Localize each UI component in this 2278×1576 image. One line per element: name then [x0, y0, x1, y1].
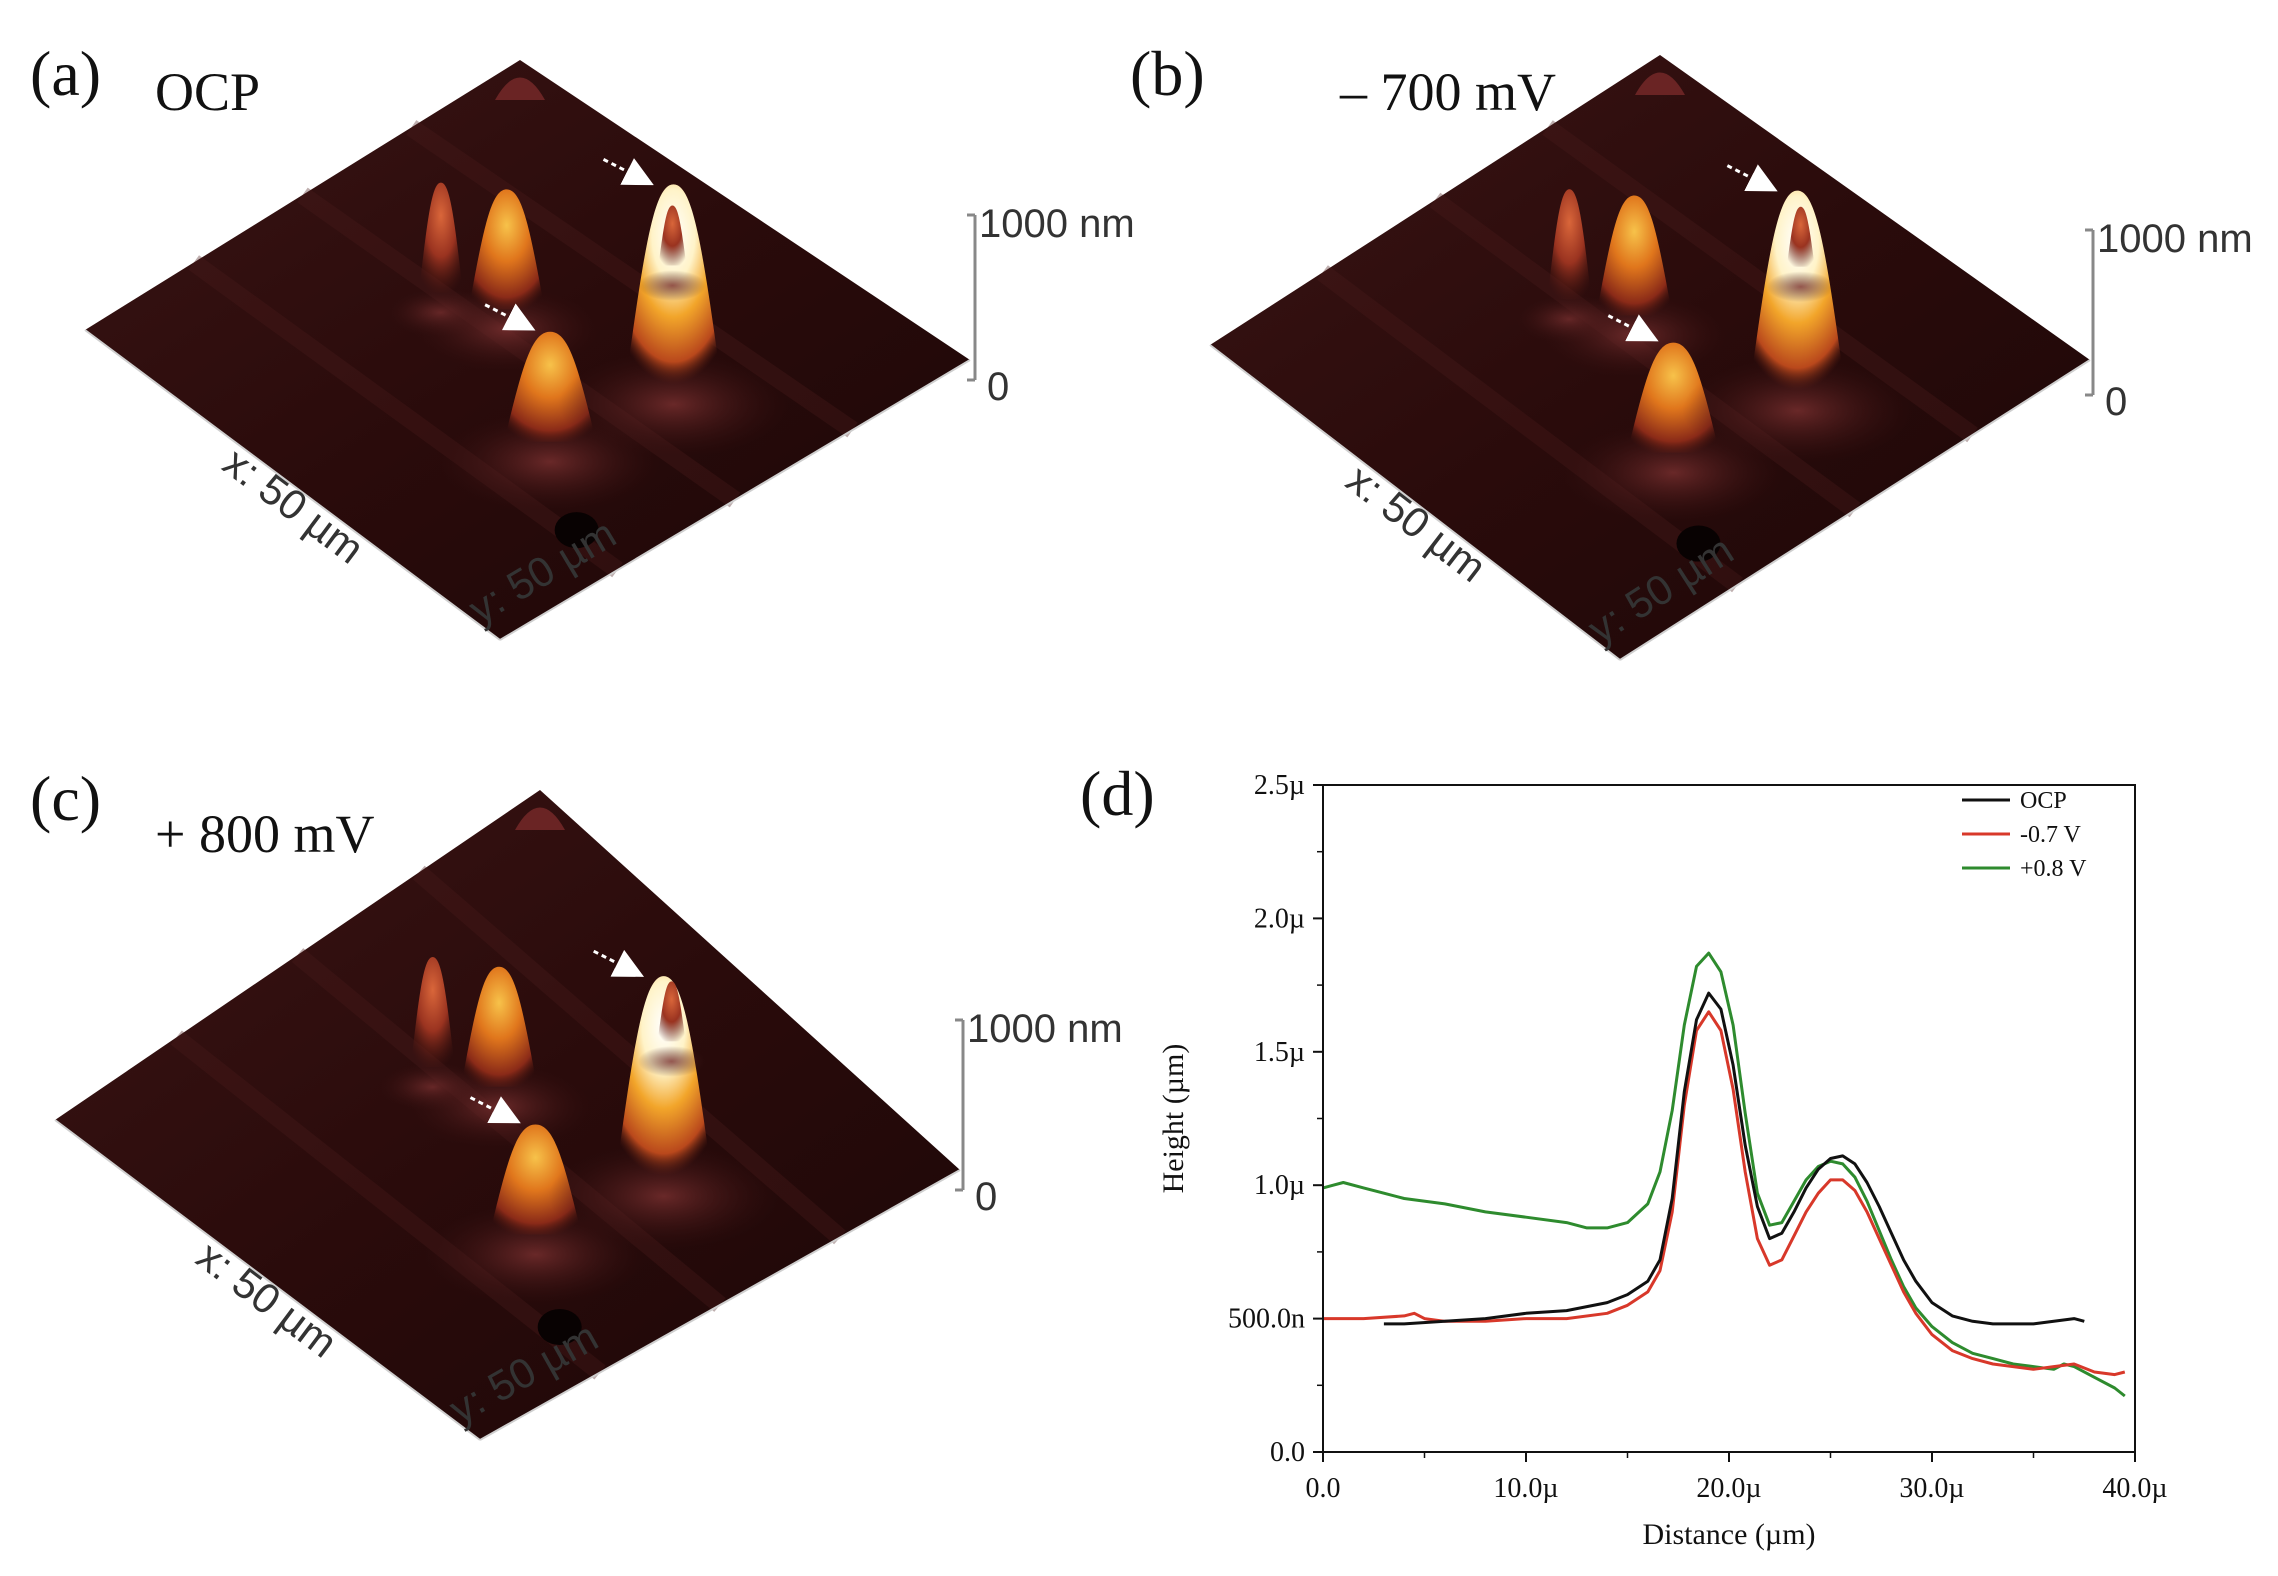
- y-tick-label: 2.5µ: [1254, 770, 1305, 801]
- y-tick-label: 500.0n: [1228, 1304, 1305, 1335]
- surface-peak: [658, 205, 687, 266]
- peak-glow: [1767, 271, 1835, 303]
- x-tick-label: 40.0µ: [2102, 1473, 2167, 1504]
- surface-ridge: [1542, 120, 1978, 443]
- peak-glow: [558, 351, 789, 458]
- panel-letter-d: (d): [1080, 758, 1155, 829]
- corner-spike: [495, 77, 545, 100]
- surface-peak: [1547, 189, 1592, 300]
- legend: OCP -0.7 V +0.8 V: [1962, 788, 2087, 882]
- y-tick-label: 2.0µ: [1254, 903, 1305, 934]
- surface-ridge: [406, 120, 858, 438]
- corner-spike: [1635, 72, 1685, 95]
- surface-peak: [461, 966, 538, 1087]
- y-tick-label: 1.5µ: [1254, 1037, 1305, 1068]
- plot-frame: [1322, 784, 2136, 1453]
- z-min-label: 0: [987, 365, 1009, 409]
- surface-pit: [554, 512, 599, 549]
- z-min-label: 0: [2105, 380, 2127, 424]
- z-max-label: 1000 nm: [967, 1007, 1123, 1051]
- series-line-1: [1323, 1010, 2126, 1377]
- z-max-label: 1000 nm: [2097, 217, 2253, 261]
- legend-label: OCP: [2020, 788, 2067, 814]
- x-axis-edge: [1209, 344, 1621, 661]
- legend-label: +0.8 V: [2020, 856, 2087, 882]
- y-tick-label: 1.0µ: [1254, 1170, 1305, 1201]
- x-tick-label: 10.0µ: [1493, 1473, 1558, 1504]
- panel-condition: OCP: [155, 62, 260, 122]
- y-axis-edge: [1619, 359, 2091, 661]
- z-min-label: 0: [975, 1175, 997, 1219]
- series-line-0: [1383, 991, 2085, 1326]
- surface-peak: [1596, 195, 1673, 316]
- y-axis-edge: [479, 1169, 961, 1441]
- x-axis-label: Distance (µm): [1642, 1518, 1815, 1551]
- surface-pit: [1676, 525, 1721, 562]
- surface-pit: [537, 1309, 582, 1346]
- x-axis-edge: [54, 1119, 481, 1441]
- line-chart: (d) 0.0 10.0µ 20.0µ 30.0µ 40.0µ 0.0 500.0n 1.0µ…: [1080, 758, 2168, 1551]
- surface-peak: [1786, 206, 1815, 267]
- peak-glow: [548, 1143, 779, 1249]
- surface-peak: [410, 957, 455, 1067]
- peak-glow: [638, 270, 707, 301]
- x-axis-edge: [84, 329, 501, 641]
- x-tick-label: 20.0µ: [1696, 1473, 1761, 1504]
- surface-ridge: [1317, 265, 1743, 593]
- legend-label: -0.7 V: [2020, 822, 2082, 848]
- panel-letter: (c): [30, 763, 101, 834]
- panel-condition: – 700 mV: [1339, 62, 1556, 122]
- corner-spike: [515, 807, 565, 830]
- y-axis-label: Height (µm): [1157, 1044, 1190, 1194]
- panel-letter: (a): [30, 38, 101, 109]
- y-tick-label: 0.0: [1270, 1437, 1305, 1468]
- peak-glow: [637, 1045, 706, 1077]
- surface-peak: [418, 182, 463, 293]
- surface-ridge: [188, 255, 623, 578]
- panel-letter: (b): [1130, 38, 1205, 109]
- y-axis-edge: [499, 359, 971, 641]
- x-tick-label: 0.0: [1306, 1473, 1341, 1504]
- z-max-label: 1000 nm: [979, 202, 1135, 246]
- series-line-2: [1322, 951, 2126, 1398]
- x-tick-label: 30.0µ: [1899, 1473, 1964, 1504]
- surface-ridge: [170, 1030, 606, 1380]
- peak-glow: [1682, 357, 1913, 464]
- surface-peak: [468, 189, 545, 310]
- surface-peak: [657, 981, 686, 1042]
- panel-condition: + 800 mV: [155, 804, 374, 864]
